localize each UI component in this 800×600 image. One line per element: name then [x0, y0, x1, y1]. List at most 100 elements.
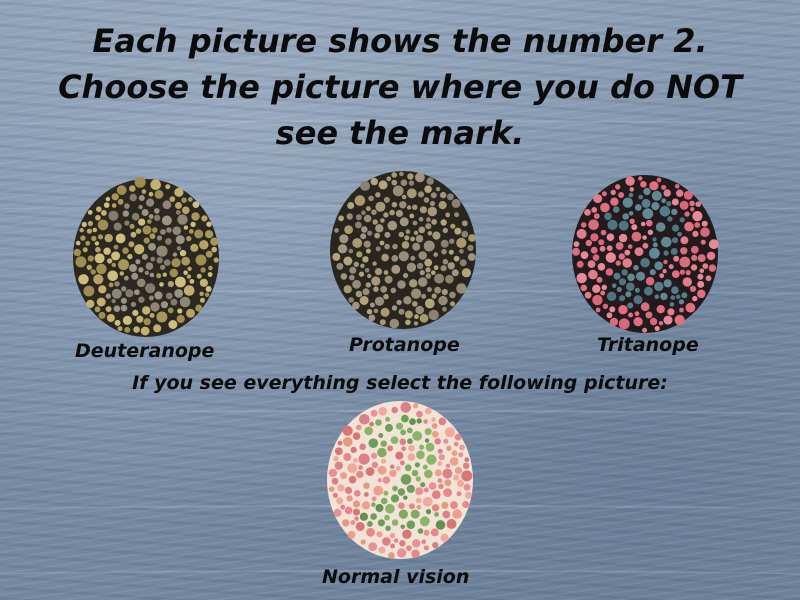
normal-vision-label: Normal vision	[322, 566, 470, 588]
plate-background-dot	[338, 215, 344, 222]
plate-figure-dot	[418, 277, 428, 287]
plate-figure-dot	[627, 302, 634, 309]
plate-figure-dot	[638, 194, 644, 200]
plate-figure-dot	[138, 204, 143, 210]
plate-background-dot	[354, 195, 366, 206]
plate-figure-dot	[627, 273, 635, 282]
plate-background-dot	[336, 262, 344, 270]
normal-vision-plate-option[interactable]	[324, 398, 476, 562]
plate-figure-dot	[418, 216, 424, 222]
plate-background-dot	[353, 458, 358, 463]
plate-figure-dot	[671, 208, 678, 216]
plate-background-dot	[592, 284, 601, 293]
plate-figure-dot	[380, 218, 385, 223]
plate-figure-dot	[423, 240, 435, 252]
plate-figure-dot	[165, 238, 172, 245]
plate-background-dot	[661, 184, 667, 190]
plate-figure-dot	[670, 248, 678, 255]
plate-figure-dot	[145, 283, 156, 294]
plate-figure-dot	[170, 298, 178, 306]
plate-figure-dot	[643, 187, 651, 196]
plate-background-dot	[387, 445, 394, 452]
plate-figure-dot	[367, 521, 373, 527]
plate-figure-dot	[633, 264, 639, 271]
plate-figure-dot	[654, 261, 663, 270]
plate-background-dot	[192, 201, 200, 208]
plate-background-dot	[442, 258, 449, 265]
plate-figure-dot	[669, 302, 675, 307]
plate-background-dot	[642, 235, 647, 240]
plate-figure-dot	[160, 229, 166, 235]
plate-background-dot	[445, 274, 454, 284]
plate-background-dot	[165, 184, 171, 190]
plate-background-dot	[689, 285, 697, 292]
plate-background-dot	[640, 221, 646, 227]
plate-background-dot	[371, 496, 377, 502]
plate-background-dot	[104, 233, 113, 243]
plate-figure-dot	[401, 194, 407, 200]
plate-figure-dot	[375, 419, 382, 426]
plate-background-dot	[700, 227, 710, 237]
plate-figure-dot	[642, 208, 654, 220]
plate-background-dot	[352, 279, 361, 289]
plate-background-dot	[610, 197, 619, 206]
plate-background-dot	[593, 213, 600, 219]
plate-figure-dot	[136, 278, 146, 288]
plate-background-dot	[391, 406, 398, 414]
plate-background-dot	[671, 270, 680, 278]
plate-figure-dot	[406, 205, 412, 210]
plate-figure-dot	[410, 236, 415, 242]
plate-background-dot	[690, 245, 699, 254]
plate-figure-dot	[655, 222, 666, 232]
plate-background-dot	[365, 467, 375, 476]
plate-figure-dot	[154, 208, 160, 214]
plate-background-dot	[615, 260, 621, 266]
plate-background-dot	[347, 202, 355, 209]
plate-background-dot	[591, 207, 598, 213]
plate-background-dot	[628, 312, 634, 318]
plate-background-dot	[97, 219, 109, 231]
plate-figure-dot	[635, 271, 646, 281]
plate-figure-dot	[129, 264, 137, 272]
plate-background-dot	[360, 180, 371, 191]
plate-background-dot	[356, 470, 364, 479]
plate-figure-dot	[671, 286, 679, 294]
plate-background-dot	[153, 324, 162, 333]
protanope-plate-option[interactable]	[327, 168, 479, 332]
plate-background-dot	[440, 265, 447, 272]
plate-background-dot	[79, 228, 84, 233]
plate-figure-dot	[148, 243, 156, 251]
plate-background-dot	[182, 206, 190, 215]
plate-background-dot	[81, 221, 87, 228]
plate-background-dot	[690, 264, 698, 271]
plate-figure-dot	[390, 436, 399, 444]
plate-background-dot	[75, 256, 87, 268]
plate-figure-dot	[390, 287, 397, 294]
plate-background-dot	[453, 441, 459, 447]
plate-background-dot	[91, 235, 97, 242]
plate-background-dot	[580, 251, 589, 259]
plate-background-dot	[609, 317, 619, 326]
plate-figure-dot	[622, 197, 633, 208]
plate-background-dot	[86, 228, 92, 234]
deuteranope-plate-option[interactable]	[70, 176, 222, 340]
plate-figure-dot	[419, 206, 427, 214]
water-wave	[0, 120, 800, 132]
plate-background-dot	[438, 417, 447, 426]
tritanope-plate-option[interactable]	[569, 172, 721, 336]
plate-background-dot	[689, 200, 695, 207]
plate-background-dot	[355, 522, 365, 531]
plate-figure-dot	[429, 200, 436, 207]
plate-background-dot	[96, 263, 107, 275]
question-title-line-3: see the mark.	[275, 114, 525, 152]
plate-background-dot	[360, 539, 366, 545]
plate-background-dot	[640, 302, 650, 312]
plate-figure-dot	[409, 279, 418, 288]
plate-background-dot	[415, 172, 425, 183]
plate-background-dot	[378, 180, 388, 190]
plate-figure-dot	[435, 520, 446, 530]
plate-background-dot	[332, 492, 338, 498]
plate-background-dot	[355, 214, 362, 221]
plate-background-dot	[398, 308, 405, 315]
plate-background-dot	[705, 275, 712, 282]
